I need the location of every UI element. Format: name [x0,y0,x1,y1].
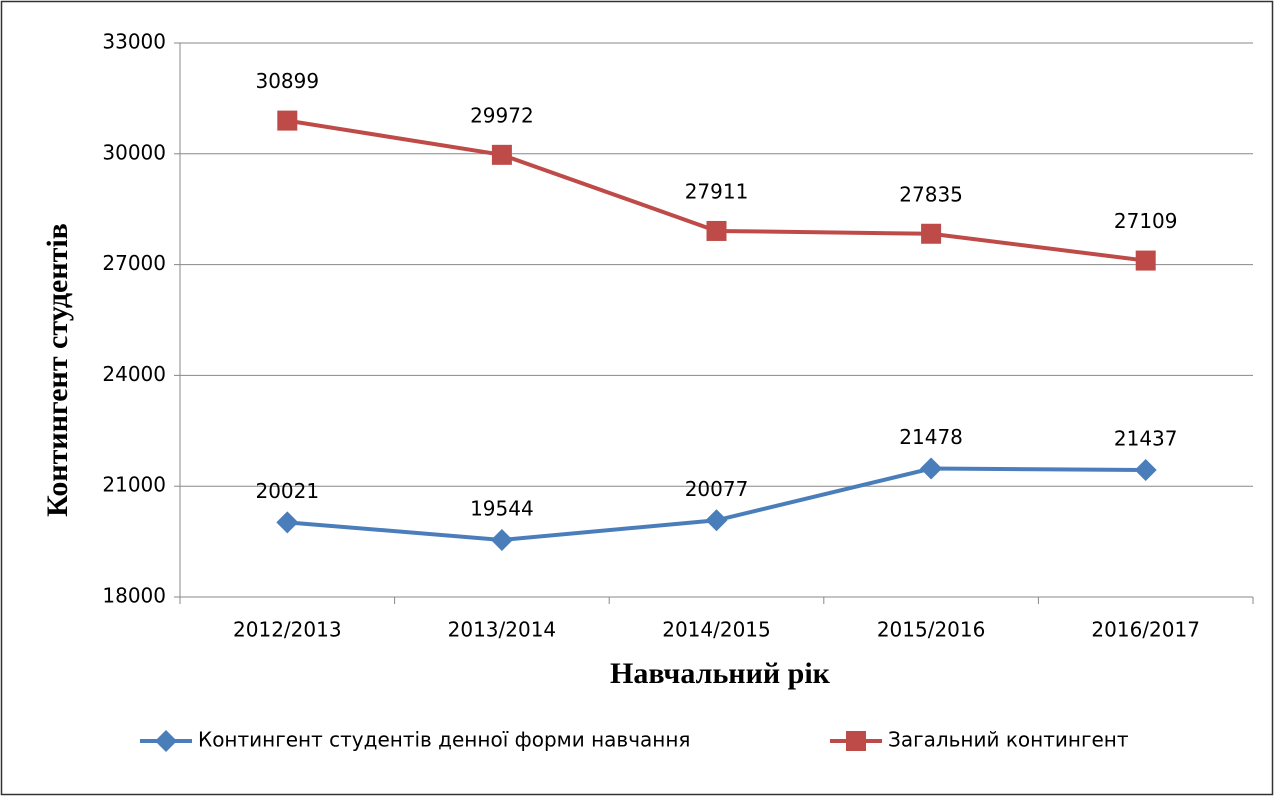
y-tick-label: 24000 [102,362,166,386]
x-tick-label: 2014/2015 [662,618,771,642]
x-axis-title: Навчальний рік [610,657,831,690]
x-tick-label: 2016/2017 [1091,618,1200,642]
y-tick-label: 18000 [102,584,166,608]
data-label: 20077 [685,477,749,501]
data-label: 27911 [685,179,749,203]
x-tick-label: 2013/2014 [448,618,557,642]
y-tick-label: 21000 [102,473,166,497]
data-label: 29972 [470,103,534,127]
data-label: 19544 [470,496,534,520]
y-tick-label: 27000 [102,251,166,275]
y-axis-title: Контингент студентів [41,223,74,517]
data-label: 27835 [899,182,963,206]
marker [846,731,866,751]
x-tick-label: 2012/2013 [233,618,342,642]
marker [1134,459,1157,482]
legend-label: Контингент студентів денної форми навчан… [198,728,690,752]
marker [1135,250,1156,271]
data-label: 27109 [1114,209,1178,233]
marker [705,509,728,532]
marker [920,457,943,480]
marker [276,511,299,534]
data-label: 30899 [255,69,319,93]
data-label: 21437 [1114,427,1178,451]
marker [491,144,512,165]
marker [277,110,298,131]
legend-label: Загальний контингент [888,728,1129,752]
marker [155,730,177,752]
marker [921,223,942,244]
data-label: 21478 [899,425,963,449]
y-tick-label: 30000 [102,140,166,164]
y-tick-label: 33000 [102,30,166,54]
data-label: 20021 [255,479,319,503]
x-tick-label: 2015/2016 [877,618,986,642]
marker [490,528,513,551]
marker [706,220,727,241]
